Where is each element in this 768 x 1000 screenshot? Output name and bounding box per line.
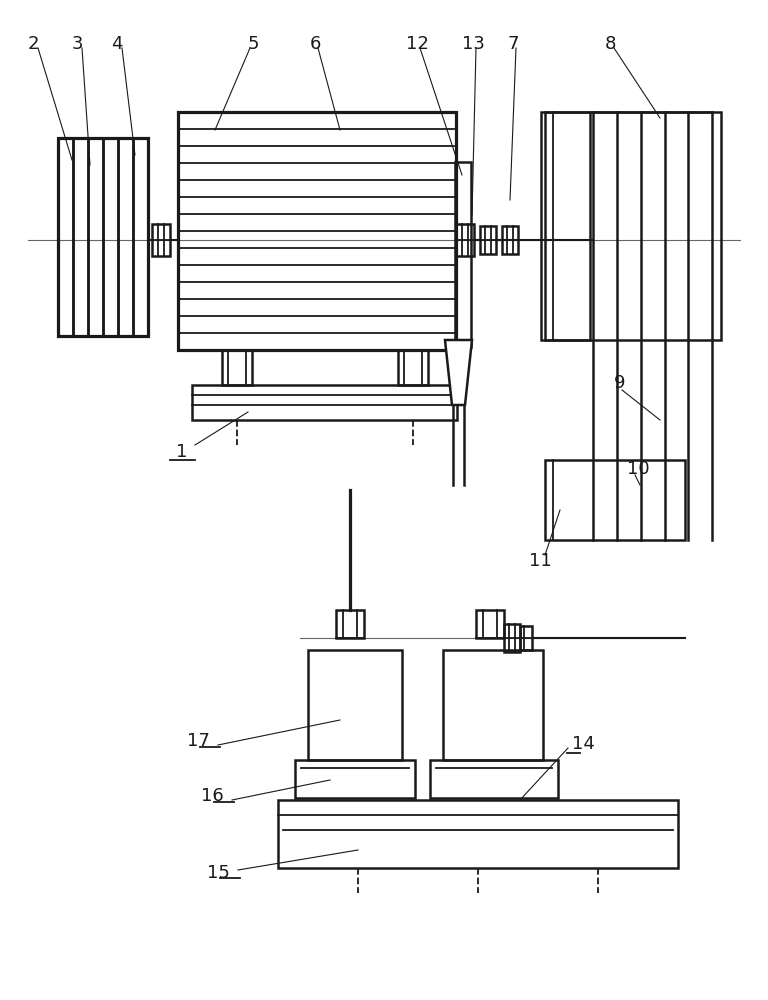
Bar	[336, 610, 364, 638]
Text: 16: 16	[201, 787, 224, 805]
Text: 1: 1	[177, 443, 187, 461]
Bar	[502, 226, 518, 254]
Text: 10: 10	[627, 460, 649, 478]
Text: 5: 5	[247, 35, 259, 53]
Text: 3: 3	[71, 35, 83, 53]
Bar	[192, 385, 457, 420]
Bar	[58, 138, 73, 336]
Text: 14: 14	[572, 735, 595, 753]
Text: 6: 6	[310, 35, 321, 53]
Bar	[58, 138, 148, 336]
Bar	[520, 626, 532, 650]
Bar	[430, 760, 558, 798]
Bar	[308, 650, 402, 760]
Text: 8: 8	[604, 35, 616, 53]
Bar	[295, 760, 415, 798]
Bar	[103, 138, 118, 336]
Bar	[133, 138, 148, 336]
Bar	[73, 138, 88, 336]
Bar	[152, 224, 170, 256]
Text: 12: 12	[406, 35, 429, 53]
Bar	[443, 650, 543, 760]
Bar	[504, 624, 520, 652]
Bar	[278, 800, 678, 868]
Bar	[88, 138, 103, 336]
Polygon shape	[445, 340, 472, 405]
Text: 11: 11	[528, 552, 551, 570]
Bar	[456, 224, 474, 256]
Bar	[541, 112, 721, 340]
Text: 13: 13	[462, 35, 485, 53]
Bar	[480, 226, 496, 254]
Text: 9: 9	[614, 374, 626, 392]
Bar	[476, 610, 504, 638]
Text: 2: 2	[27, 35, 38, 53]
Text: 4: 4	[111, 35, 123, 53]
Bar	[455, 162, 471, 347]
Bar	[545, 460, 685, 540]
Bar	[545, 112, 590, 340]
Bar	[178, 112, 456, 350]
Text: 7: 7	[507, 35, 518, 53]
Text: 15: 15	[207, 864, 230, 882]
Bar	[222, 350, 252, 385]
Bar	[118, 138, 133, 336]
Bar	[398, 350, 428, 385]
Text: 17: 17	[187, 732, 210, 750]
